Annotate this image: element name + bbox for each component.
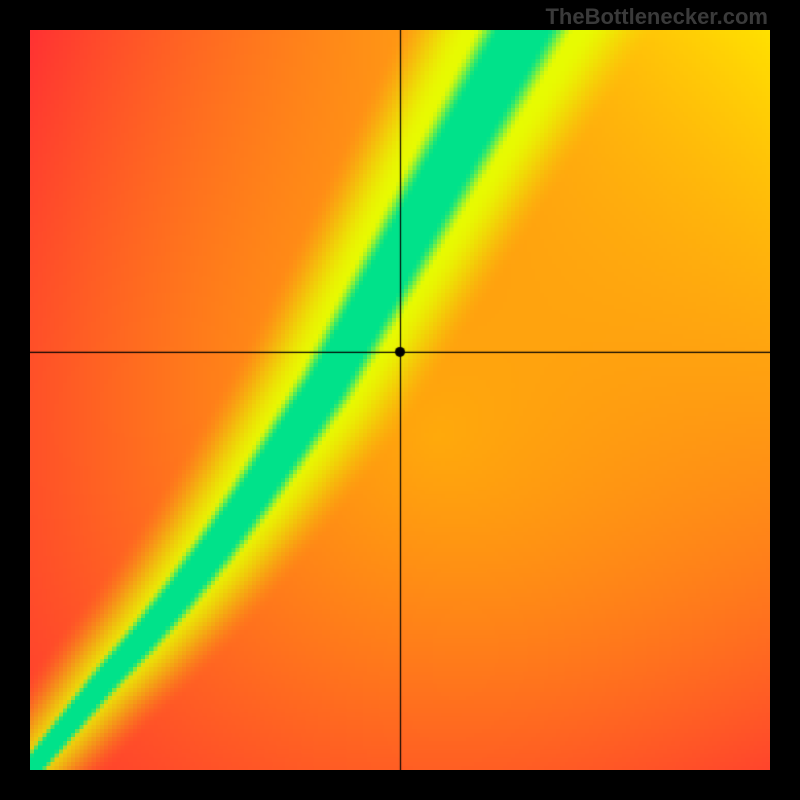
watermark-text: TheBottlenecker.com [545,4,768,30]
chart-container: TheBottlenecker.com [0,0,800,800]
crosshair-overlay [30,30,770,770]
